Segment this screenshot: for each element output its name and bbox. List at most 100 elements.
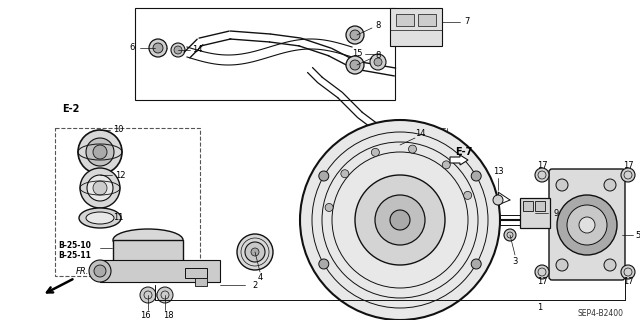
Circle shape (87, 175, 113, 201)
Text: 18: 18 (163, 310, 173, 319)
Circle shape (93, 145, 107, 159)
Text: 9: 9 (554, 209, 559, 218)
Text: 17: 17 (537, 161, 547, 170)
Text: B-25-11: B-25-11 (58, 251, 91, 260)
Text: 5: 5 (636, 230, 640, 239)
Circle shape (395, 143, 405, 153)
Circle shape (140, 287, 156, 303)
Text: E-7: E-7 (455, 147, 472, 157)
Text: 1: 1 (538, 303, 543, 313)
Circle shape (171, 43, 185, 57)
Text: 17: 17 (623, 161, 634, 170)
Ellipse shape (113, 229, 183, 251)
Circle shape (471, 171, 481, 181)
Circle shape (535, 168, 549, 182)
Circle shape (325, 204, 333, 212)
Circle shape (371, 148, 380, 156)
Circle shape (319, 259, 329, 269)
Circle shape (621, 265, 635, 279)
Circle shape (504, 229, 516, 241)
Circle shape (391, 139, 409, 157)
Circle shape (557, 195, 617, 255)
Circle shape (567, 205, 607, 245)
Text: 17: 17 (537, 277, 547, 286)
Text: 8: 8 (375, 52, 381, 60)
Bar (396, 14, 414, 26)
Bar (523, 201, 533, 211)
Circle shape (350, 30, 360, 40)
Text: 15: 15 (352, 50, 362, 59)
Bar (55, 128, 200, 276)
Circle shape (93, 181, 107, 195)
Circle shape (374, 58, 382, 66)
Circle shape (350, 60, 360, 70)
Circle shape (174, 46, 182, 54)
Circle shape (471, 259, 481, 269)
Circle shape (370, 54, 386, 70)
Text: 12: 12 (115, 171, 125, 180)
Bar (535, 201, 545, 211)
Bar (418, 14, 436, 26)
Circle shape (621, 168, 635, 182)
Circle shape (346, 56, 364, 74)
Text: 14: 14 (192, 45, 202, 54)
Bar (185, 268, 207, 278)
Circle shape (251, 248, 259, 256)
Circle shape (149, 39, 167, 57)
Bar (113, 240, 183, 280)
Bar (195, 278, 207, 286)
Circle shape (556, 179, 568, 191)
Circle shape (94, 265, 106, 277)
Circle shape (78, 130, 122, 174)
Bar (385, 128, 447, 178)
Text: E-2: E-2 (62, 104, 79, 114)
FancyArrow shape (450, 155, 468, 165)
Circle shape (535, 265, 549, 279)
Text: 13: 13 (493, 167, 503, 177)
Circle shape (604, 179, 616, 191)
Text: 2: 2 (252, 281, 258, 290)
Circle shape (442, 161, 451, 169)
Circle shape (579, 217, 595, 233)
Text: 14: 14 (415, 130, 425, 139)
Circle shape (89, 260, 111, 282)
Circle shape (493, 195, 503, 205)
Circle shape (408, 145, 417, 153)
Text: 8: 8 (375, 21, 381, 30)
Circle shape (355, 175, 445, 265)
Text: 3: 3 (512, 258, 518, 267)
Text: 10: 10 (113, 125, 124, 134)
Text: 4: 4 (257, 274, 262, 283)
Circle shape (157, 287, 173, 303)
Text: FR.: FR. (76, 267, 90, 276)
Text: SEP4-B2400: SEP4-B2400 (577, 309, 623, 318)
Circle shape (86, 138, 114, 166)
Circle shape (556, 259, 568, 271)
Bar (100, 260, 220, 282)
Circle shape (80, 168, 120, 208)
FancyBboxPatch shape (549, 169, 625, 280)
Text: 16: 16 (140, 310, 150, 319)
Bar (520, 198, 550, 228)
Circle shape (341, 170, 349, 178)
Circle shape (319, 171, 329, 181)
Circle shape (390, 210, 410, 230)
Circle shape (463, 191, 472, 199)
Bar (392, 140, 427, 168)
Circle shape (346, 26, 364, 44)
Circle shape (300, 120, 500, 320)
Bar (135, 8, 395, 100)
Text: B-25-10: B-25-10 (58, 241, 91, 250)
Circle shape (245, 242, 265, 262)
Text: 17: 17 (623, 277, 634, 286)
Circle shape (153, 43, 163, 53)
Text: 7: 7 (464, 18, 470, 27)
Ellipse shape (79, 208, 121, 228)
Text: 6: 6 (129, 44, 134, 52)
Ellipse shape (86, 212, 114, 224)
Circle shape (375, 195, 425, 245)
Bar (396, 145, 408, 163)
Circle shape (604, 259, 616, 271)
Text: 11: 11 (113, 213, 124, 222)
Circle shape (237, 234, 273, 270)
